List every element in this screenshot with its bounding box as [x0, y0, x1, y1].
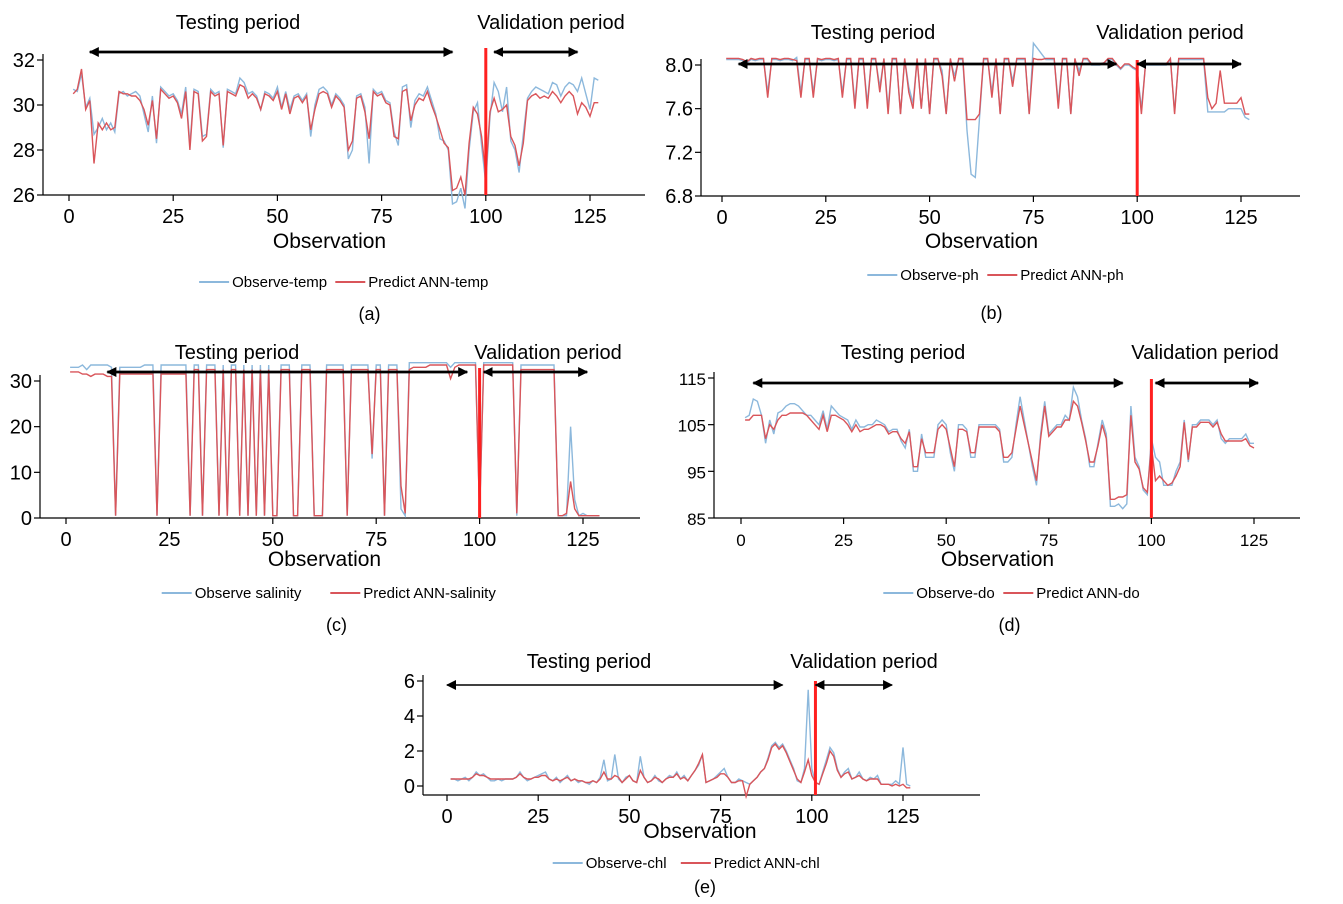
y-tick-label: 2 [404, 741, 415, 763]
y-tick-label: 6.8 [665, 186, 693, 208]
legend-label-predict: Predict ANN-temp [368, 274, 488, 291]
legend-label-predict: Predict ANN-ph [1020, 267, 1123, 284]
x-tick-label: 25 [162, 206, 184, 228]
x-tick-label: 0 [441, 806, 452, 828]
x-tick-label: 100 [469, 206, 502, 228]
y-tick-label: 32 [13, 50, 35, 72]
y-tick-label: 26 [13, 185, 35, 207]
x-axis-title: Observation [643, 820, 756, 843]
y-tick-label: 20 [10, 417, 32, 439]
predicted-series-line [745, 399, 1255, 500]
x-tick-label: 0 [60, 529, 71, 551]
x-axis-title: Observation [925, 230, 1038, 253]
x-axis-title: Observation [268, 548, 381, 571]
x-tick-label: 0 [63, 206, 74, 228]
x-tick-label: 75 [370, 206, 392, 228]
chart-panel-1: 0 25 50 75 100 125 26 28 30 32 Testing period Valid… [13, 12, 645, 324]
panel-tag: (c) [326, 615, 347, 635]
y-tick-label: 4 [404, 706, 415, 728]
y-tick-label: 8.0 [665, 55, 693, 77]
x-axis-title: Observation [941, 548, 1054, 571]
legend: Observe-chl Predict ANN-chl [552, 855, 820, 872]
y-tick-label: 95 [687, 463, 706, 482]
x-tick-label: 125 [566, 529, 599, 551]
panel-tag: (b) [981, 303, 1003, 323]
validation-period-label: Validation period [477, 12, 625, 34]
x-tick-label: 75 [709, 806, 731, 828]
y-tick-label: 6 [404, 671, 415, 693]
observed-series-line [744, 384, 1254, 510]
validation-period-label: Validation period [1096, 22, 1244, 44]
legend-label-observe: Observe salinity [195, 585, 302, 602]
legend-label-observe: Observe-temp [232, 274, 327, 291]
legend-label-observe: Observe-do [916, 585, 994, 602]
validation-period-label: Validation period [1131, 342, 1279, 364]
predicted-series-line [450, 742, 911, 800]
x-tick-label: 25 [158, 529, 180, 551]
y-tick-label: 7.6 [665, 99, 693, 121]
x-tick-label: 50 [262, 529, 284, 551]
x-tick-label: 75 [1022, 207, 1044, 229]
validation-period-label: Validation period [790, 651, 938, 673]
testing-period-label: Testing period [176, 12, 301, 34]
y-tick-label: 85 [687, 510, 706, 529]
x-tick-label: 50 [918, 207, 940, 229]
legend: Observe-temp Predict ANN-temp [199, 274, 488, 291]
y-tick-label: 105 [678, 417, 706, 436]
observed-series-line [72, 73, 599, 209]
testing-period-label: Testing period [811, 22, 936, 44]
chart-panel-4: 0 25 50 75 100 125 85 95 105 115 Testing period Val… [678, 342, 1300, 635]
x-axis-title: Observation [273, 230, 386, 253]
predicted-series-line [70, 364, 600, 517]
testing-period-label: Testing period [527, 651, 652, 673]
panel-tag: (e) [694, 877, 716, 897]
x-tick-label: 75 [365, 529, 387, 551]
x-tick-label: 25 [815, 207, 837, 229]
x-tick-label: 100 [1137, 531, 1165, 550]
x-tick-label: 50 [618, 806, 640, 828]
legend: Observe-ph Predict ANN-ph [867, 267, 1124, 284]
x-tick-label: 125 [1240, 531, 1268, 550]
y-tick-label: 30 [10, 371, 32, 393]
chart-panel-5: 0 25 50 75 100 125 0 2 4 6 Testing period Validatio… [404, 651, 980, 897]
x-tick-label: 75 [1039, 531, 1058, 550]
x-tick-label: 125 [573, 206, 606, 228]
legend-label-observe: Observe-ph [900, 267, 978, 284]
y-tick-label: 10 [10, 462, 32, 484]
legend-label-observe: Observe-chl [586, 855, 667, 872]
panel-tag: (a) [359, 304, 381, 324]
x-tick-label: 25 [527, 806, 549, 828]
x-tick-label: 0 [736, 531, 745, 550]
x-tick-label: 100 [463, 529, 496, 551]
x-tick-label: 0 [716, 207, 727, 229]
observed-series-line [450, 689, 911, 787]
predicted-series-line [726, 56, 1250, 121]
x-tick-label: 50 [266, 206, 288, 228]
testing-period-label: Testing period [841, 342, 966, 364]
legend-label-predict: Predict ANN-salinity [363, 585, 496, 602]
predicted-series-line [72, 68, 599, 196]
legend-label-predict: Predict ANN-chl [714, 855, 820, 872]
legend-label-predict: Predict ANN-do [1036, 585, 1139, 602]
y-tick-label: 28 [13, 140, 35, 162]
y-tick-label: 115 [679, 370, 706, 389]
chart-panel-2: 0 25 50 75 100 125 6.8 7.2 7.6 8.0 Testing period V… [665, 22, 1300, 323]
legend: Observe-do Predict ANN-do [883, 585, 1140, 602]
x-tick-label: 25 [834, 531, 853, 550]
y-tick-label: 30 [13, 95, 35, 117]
x-tick-label: 100 [1121, 207, 1154, 229]
x-tick-label: 100 [795, 806, 828, 828]
y-tick-label: 0 [21, 508, 32, 530]
testing-period-label: Testing period [175, 342, 300, 364]
x-tick-label: 125 [886, 806, 919, 828]
y-tick-label: 7.2 [665, 142, 693, 164]
legend: Observe salinity Predict ANN-salinity [161, 585, 496, 602]
validation-period-label: Validation period [474, 342, 622, 364]
panel-tag: (d) [999, 615, 1021, 635]
x-tick-label: 50 [937, 531, 956, 550]
x-tick-label: 125 [1224, 207, 1257, 229]
chart-panel-3: 0 25 50 75 100 125 0 10 20 30 Testing period Valida… [10, 342, 640, 635]
y-tick-label: 0 [404, 776, 415, 798]
